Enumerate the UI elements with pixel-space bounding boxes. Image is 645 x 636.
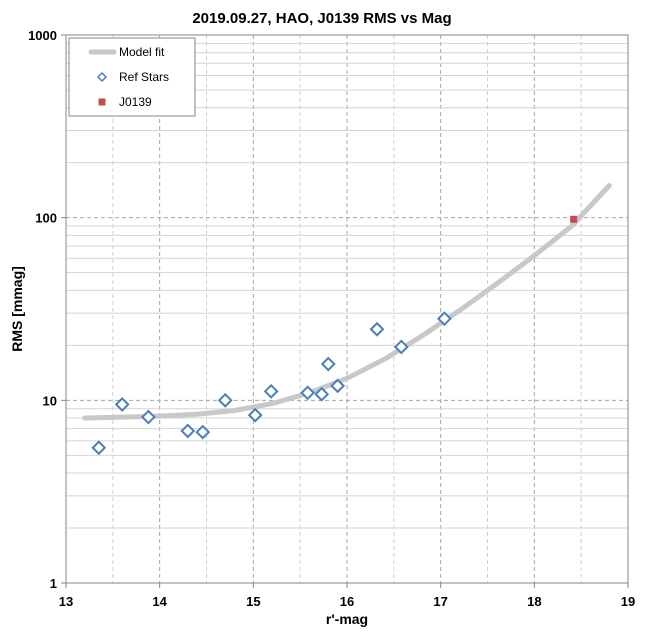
legend-ref-stars-swatch: [96, 71, 108, 83]
ref-star-point: [247, 407, 263, 423]
ref-star-point: [369, 321, 385, 337]
ref-star-point: [436, 311, 452, 327]
y-tick-label: 100: [35, 211, 57, 226]
x-tick-label: 18: [527, 594, 541, 609]
target-star-point: [570, 215, 578, 223]
ref-star-point: [195, 424, 211, 440]
legend: Model fit Ref Stars J0139: [68, 37, 196, 117]
ref-star-point: [314, 386, 330, 402]
legend-label: J0139: [119, 95, 152, 109]
ref-star-point: [141, 409, 156, 425]
y-tick-label: 10: [43, 393, 57, 408]
x-tick-label: 13: [59, 594, 73, 609]
x-tick-label: 19: [621, 594, 635, 609]
y-axis-label: RMS [mmag]: [9, 266, 25, 352]
legend-j0139-swatch: [98, 98, 106, 106]
x-tick-label: 17: [433, 594, 447, 609]
y-tick-label: 1: [50, 576, 57, 591]
chart-title: 2019.09.27, HAO, J0139 RMS vs Mag: [192, 10, 451, 27]
data-series: [82, 183, 612, 456]
x-tick-label: 14: [152, 594, 167, 609]
model-fit-line: [82, 183, 612, 421]
legend-label: Ref Stars: [119, 70, 169, 84]
axis-ticks: 13 14 15 16 17 18 19 1 10 100 1000: [28, 28, 635, 609]
ref-star-point: [180, 423, 196, 439]
legend-label: Model fit: [119, 45, 165, 59]
x-tick-label: 16: [340, 594, 354, 609]
ref-star-point: [320, 356, 336, 372]
x-axis-label: r'-mag: [326, 611, 368, 627]
grid-lines: [66, 35, 628, 583]
ref-star-point: [393, 339, 409, 355]
ref-star-point: [114, 396, 130, 412]
x-tick-label: 15: [246, 594, 260, 609]
y-tick-label: 1000: [28, 28, 57, 43]
ref-star-point: [330, 378, 346, 394]
ref-star-point: [91, 440, 107, 456]
ref-star-point: [300, 385, 316, 401]
ref-star-point: [217, 392, 233, 408]
ref-star-point: [263, 383, 279, 399]
